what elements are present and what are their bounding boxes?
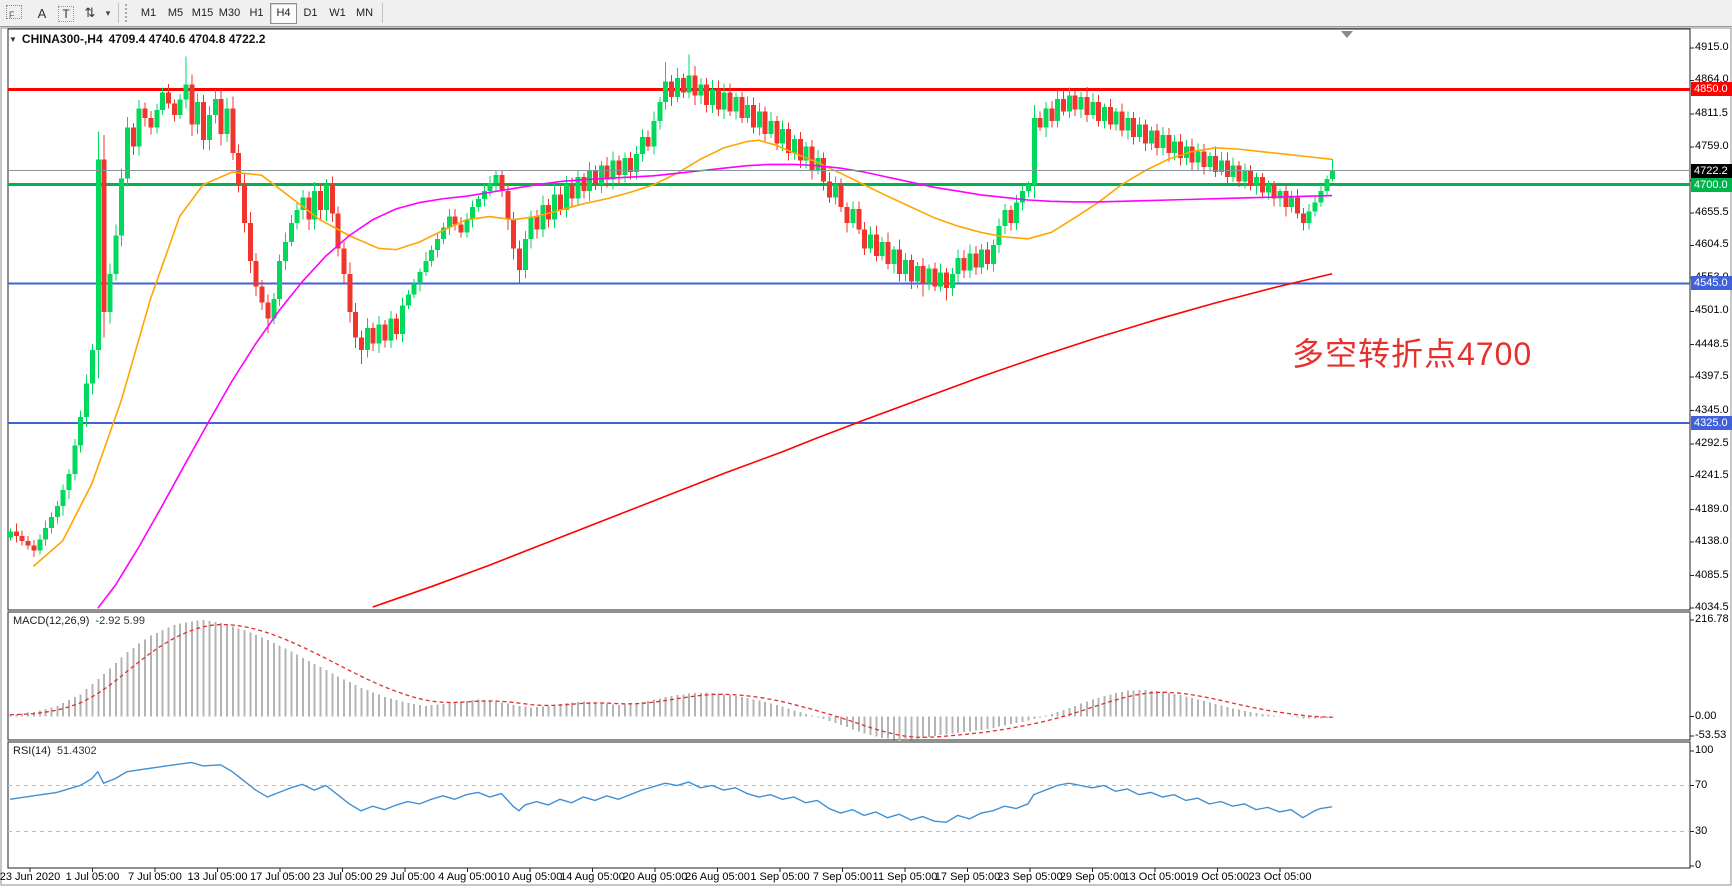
toolbar: F A T ⇅ ▾ M1 M5 M15 M30 H1 H4 D1 W1 MN [0, 0, 1732, 27]
price-axis-tick: 4604.5 [1695, 238, 1729, 251]
timeframe-h4[interactable]: H4 [270, 2, 297, 24]
price-level-label: 4850.0 [1691, 82, 1732, 97]
price-axis-tick: 4397.5 [1695, 370, 1729, 383]
macd-values: -2.92 5.99 [95, 615, 145, 627]
dotted-box-icon [6, 5, 22, 19]
ohlc-values: 4709.4 4740.6 4704.8 4722.2 [108, 32, 266, 46]
price-axis-tick: 4655.5 [1695, 206, 1729, 219]
price-axis-tick: 4345.0 [1695, 403, 1729, 416]
text-label-icon: T [58, 5, 74, 22]
timeframe-m1[interactable]: M1 [135, 3, 162, 24]
symbol-period-label: CHINA300-,H4 [21, 32, 103, 46]
toolbar-separator [118, 3, 119, 23]
price-axis-tick: 4759.0 [1695, 140, 1729, 153]
candles-layer [8, 54, 1336, 558]
toolbar-separator [382, 3, 383, 23]
price-axis-tick: 4241.5 [1695, 469, 1729, 482]
time-axis-label: 4 Aug 05:00 [438, 871, 497, 883]
ma-medium-magenta-line [97, 163, 1333, 609]
price-axis-tick: 4189.0 [1695, 502, 1729, 515]
text-tool-button[interactable]: A [30, 2, 54, 24]
pane-frames [0, 27, 1732, 886]
price-axis-tick: 4292.5 [1695, 436, 1729, 449]
time-axis-label: 23 Oct 05:00 [1248, 871, 1312, 883]
time-axis-ticks [29, 868, 1281, 872]
chart-dropdown-triangle-icon: ▼ [9, 35, 17, 44]
price-level-label: 4545.0 [1691, 276, 1732, 291]
price-axis-tick: 4085.5 [1695, 568, 1729, 581]
time-axis-label: 26 Aug 05:00 [685, 871, 750, 883]
macd-signal-line [9, 623, 1333, 738]
horizontal-level-lines [8, 87, 1690, 425]
rsi-value: 51.4302 [56, 745, 97, 757]
rsi-axis-tick: 0 [1695, 859, 1702, 871]
timeframe-w1[interactable]: W1 [324, 3, 351, 24]
price-level-label: 4700.0 [1691, 177, 1732, 192]
time-axis-label: 10 Aug 05:00 [497, 871, 563, 883]
time-axis-label: 23 Sep 05:00 [997, 871, 1063, 883]
rsi-line [9, 761, 1333, 824]
macd-axis-tick: 216.78 [1695, 613, 1729, 626]
time-axis-label: 13 Jul 05:00 [187, 871, 248, 883]
time-axis-label: 19 Oct 05:00 [1186, 871, 1249, 883]
chart-annotation-text: 多空转折点4700 [1292, 336, 1533, 372]
periodicity-drag-handle[interactable] [125, 4, 131, 22]
rsi-indicator-label: RSI(14) 51.4302 [13, 745, 97, 757]
time-axis-label: 13 Oct 05:00 [1123, 871, 1187, 883]
text-label-tool-button[interactable]: T [54, 2, 78, 24]
time-axis-label: 17 Sep 05:00 [934, 871, 1001, 883]
price-axis-tick: 4034.5 [1695, 600, 1729, 613]
time-axis-label: 29 Jul 05:00 [375, 871, 435, 883]
rsi-name: RSI(14) [13, 745, 51, 757]
price-axis-tick: 4915.0 [1695, 41, 1729, 53]
timeframe-m30[interactable]: M30 [216, 3, 243, 24]
time-axis-label: 20 Aug 05:00 [622, 871, 688, 883]
timeframe-m15[interactable]: M15 [189, 3, 216, 24]
arrows-icon: ⇅ [84, 5, 96, 20]
time-axis-label: 23 Jun 2020 [0, 871, 61, 883]
rsi-axis-tick: 70 [1695, 778, 1708, 791]
price-axis-tick: 4811.5 [1695, 106, 1728, 119]
arrows-dropdown-button[interactable]: ▾ [102, 8, 114, 19]
chart-shift-marker-icon [1341, 31, 1353, 38]
price-axis-tick: 4138.0 [1695, 535, 1729, 548]
time-axis-label: 1 Sep 05:00 [750, 871, 810, 883]
price-axis-tick: 4501.0 [1695, 304, 1729, 317]
macd-histogram [9, 620, 1334, 741]
arrows-tool-button[interactable]: ⇅ [78, 2, 102, 24]
time-axis-label: 1 Jul 05:00 [65, 871, 120, 883]
time-axis-label: 29 Sep 05:00 [1059, 871, 1126, 883]
time-axis-label: 17 Jul 05:00 [250, 871, 310, 883]
time-axis-label: 14 Aug 05:00 [560, 871, 625, 883]
macd-name: MACD(12,26,9) [13, 615, 90, 627]
time-axis-label: 23 Jul 05:00 [312, 871, 373, 883]
chart-title: ▼ CHINA300-,H4 4709.4 4740.6 4704.8 4722.2 [9, 32, 265, 46]
toolbar-drag-handle-icon[interactable]: F [4, 4, 28, 22]
rsi-axis-tick: 30 [1695, 824, 1708, 837]
macd-axis-tick: -53.53 [1695, 729, 1727, 741]
ma-slow-red-line [372, 273, 1333, 608]
handle-letter: F [9, 10, 15, 20]
time-axis-label: 11 Sep 05:00 [872, 871, 938, 883]
timeframe-mn[interactable]: MN [351, 3, 378, 24]
timeframe-m5[interactable]: M5 [162, 3, 189, 24]
timeframe-d1[interactable]: D1 [297, 3, 324, 24]
rsi-axis-tick: 100 [1695, 744, 1714, 756]
timeframe-h1[interactable]: H1 [243, 3, 270, 24]
price-axis-tick: 4448.5 [1695, 337, 1729, 350]
ma-fast-orange-line [32, 139, 1333, 567]
price-level-label: 4722.2 [1691, 163, 1732, 178]
macd-indicator-label: MACD(12,26,9) -2.92 5.99 [13, 615, 145, 627]
macd-axis-tick: 0.00 [1695, 709, 1717, 722]
time-axis-label: 7 Jul 05:00 [128, 871, 182, 883]
price-level-label: 4325.0 [1691, 416, 1732, 431]
time-axis-label: 7 Sep 05:00 [812, 871, 873, 883]
